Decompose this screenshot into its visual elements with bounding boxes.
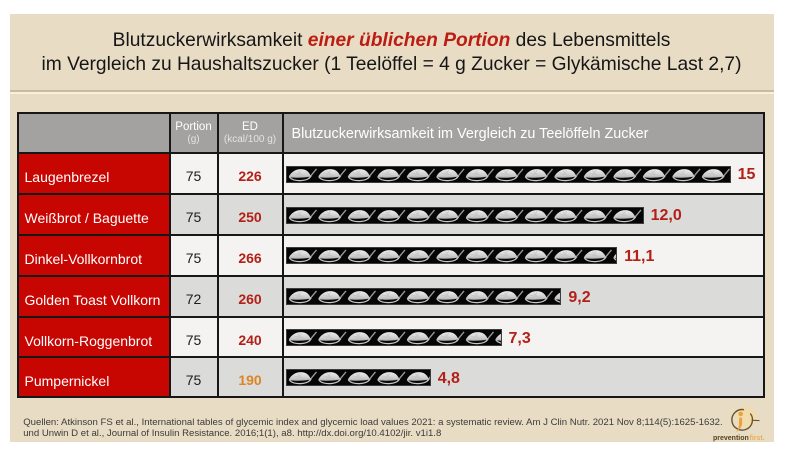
svg-text:first.: first.	[750, 435, 765, 442]
svg-text:prevention: prevention	[713, 435, 749, 442]
